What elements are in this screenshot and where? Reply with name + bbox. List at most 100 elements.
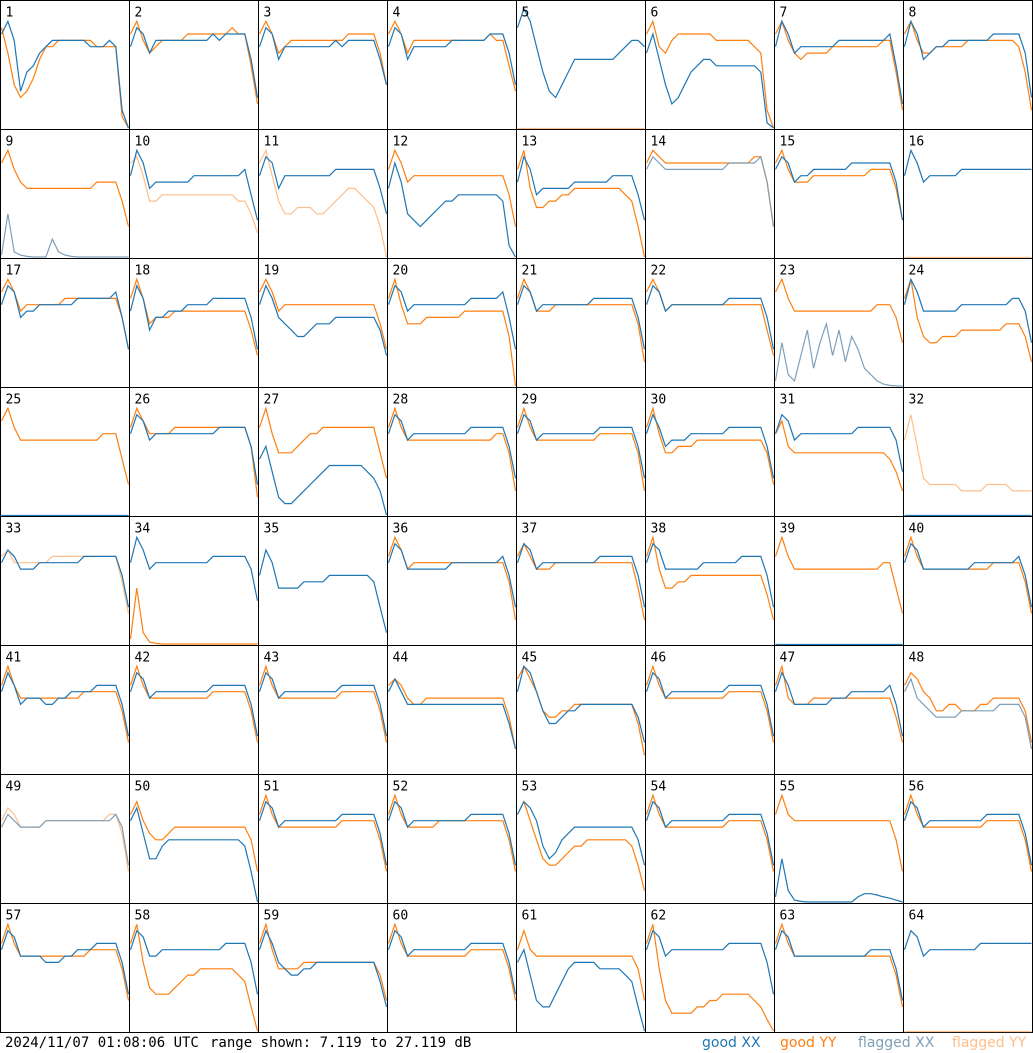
panel-frame (387, 903, 517, 1033)
series-yy-line (0, 148, 130, 227)
series-yy-line (774, 148, 904, 221)
series-yy-line (129, 924, 259, 1032)
panel-49: 49 (0, 774, 130, 904)
panel-frame (774, 258, 904, 388)
panel-frame (774, 645, 904, 775)
series-yy-line (645, 793, 775, 872)
series-xx-line (258, 800, 388, 866)
series-xx-line (129, 671, 259, 737)
panel-frame (387, 387, 517, 517)
series-xx-line (516, 154, 646, 221)
panel-label: 54 (651, 780, 667, 795)
panel-28: 28 (387, 387, 517, 517)
panel-47: 47 (774, 645, 904, 775)
panel-44: 44 (387, 645, 517, 775)
series-yy-line (387, 277, 517, 387)
series-yy-line (258, 793, 388, 872)
series-xx-line (645, 800, 775, 866)
panel-24: 24 (903, 258, 1033, 388)
panel-label: 31 (780, 393, 796, 408)
panel-label: 28 (393, 393, 409, 408)
panel-frame (387, 129, 517, 259)
panel-45: 45 (516, 645, 646, 775)
series-xx-line (258, 284, 388, 356)
series-yy-line (774, 277, 904, 343)
panel-16: 16 (903, 129, 1033, 259)
panel-63: 63 (774, 903, 904, 1033)
panel-frame (774, 0, 904, 130)
series-xx-line (516, 947, 646, 1032)
series-yy-line (516, 150, 646, 258)
series-yy-line (645, 534, 775, 621)
series-yy-line (645, 406, 775, 485)
series-yy-line (129, 19, 259, 104)
panel-2: 2 (129, 0, 259, 130)
panel-34: 34 (129, 516, 259, 646)
panel-label: 35 (264, 522, 280, 537)
series-yy-line (129, 277, 259, 356)
series-xx-line (774, 413, 904, 472)
panel-label: 7 (780, 6, 788, 21)
panel-label: 36 (393, 522, 409, 537)
series-yy-line (129, 588, 258, 645)
panel-label: 47 (780, 651, 796, 666)
panel-frame (903, 774, 1033, 904)
series-xx-line (645, 929, 775, 995)
panel-frame (903, 258, 1033, 388)
panel-55: 55 (774, 774, 904, 904)
panel-frame (129, 645, 259, 775)
panel-label: 30 (651, 393, 667, 408)
panel-frame (774, 129, 904, 259)
series-yy-line (645, 924, 775, 1032)
panel-label: 5 (522, 6, 530, 21)
panel-17: 17 (0, 258, 130, 388)
legend-flagged-xx: flagged XX (858, 1035, 935, 1051)
panel-frame (516, 258, 646, 388)
panel-label: 12 (393, 135, 409, 150)
panel-label: 48 (909, 651, 925, 666)
series-yy-line (129, 664, 259, 743)
panel-37: 37 (516, 516, 646, 646)
panel-label: 49 (6, 780, 22, 795)
panel-frame (129, 903, 259, 1033)
panel-52: 52 (387, 774, 517, 904)
panel-label: 27 (264, 393, 280, 408)
panel-label: 64 (909, 909, 925, 924)
panel-label: 40 (909, 522, 925, 537)
panel-48: 48 (903, 645, 1033, 775)
panel-61: 61 (516, 903, 646, 1033)
series-xx-line (903, 677, 1033, 750)
series-xx-line (258, 671, 388, 737)
panel-label: 18 (135, 264, 151, 279)
panel-frame (387, 0, 517, 130)
series-yy-line (645, 149, 775, 227)
series-yy-line (387, 148, 517, 227)
series-xx-line (387, 413, 517, 479)
panel-frame (258, 645, 388, 775)
panel-13: 13 (516, 129, 646, 259)
series-xx-line (129, 929, 259, 995)
panel-frame (129, 774, 259, 904)
panel-label: 45 (522, 651, 538, 666)
panel-frame (516, 387, 646, 517)
panel-label: 37 (522, 522, 538, 537)
series-xx-line (903, 19, 1033, 98)
series-xx-line (516, 542, 646, 608)
panel-label: 61 (522, 909, 538, 924)
panel-label: 33 (6, 522, 22, 537)
series-xx-line (645, 31, 774, 129)
panel-18: 18 (129, 258, 259, 388)
series-yy-line (774, 793, 904, 872)
panel-frame (903, 903, 1033, 1033)
panel-8: 8 (903, 0, 1033, 130)
panel-64: 64 (903, 903, 1033, 1033)
series-yy-line (387, 922, 517, 1001)
series-xx-line (387, 160, 517, 258)
panel-frame (387, 258, 517, 388)
panel-frame (645, 903, 775, 1033)
panel-39: 39 (774, 516, 904, 646)
series-yy-line (129, 800, 259, 872)
panel-label: 44 (393, 651, 409, 666)
panel-frame (258, 903, 388, 1033)
panel-label: 21 (522, 264, 538, 279)
